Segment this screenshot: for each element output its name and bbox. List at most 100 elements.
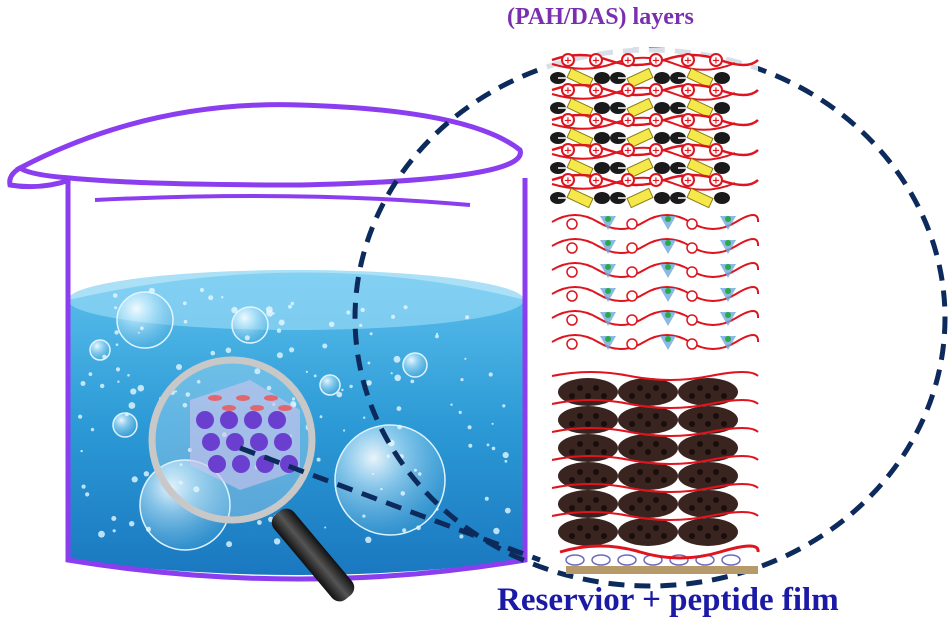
particle-pore xyxy=(585,393,591,399)
small-bubble xyxy=(288,304,292,309)
lens-particle xyxy=(220,411,238,429)
positive-charge xyxy=(566,290,578,302)
particle-pore xyxy=(645,393,651,399)
particle-pore xyxy=(593,469,599,475)
polymer-chain xyxy=(551,371,759,381)
peptide-wedge xyxy=(660,240,676,254)
plus-sign: + xyxy=(624,146,632,157)
pah-das-layers-label: (PAH/DAS) layers xyxy=(507,4,694,30)
particle-pore xyxy=(653,413,659,419)
small-bubble xyxy=(468,443,473,448)
particle-pore xyxy=(601,449,607,455)
particle-pore xyxy=(629,477,635,483)
particle-pore xyxy=(569,393,575,399)
particle-pore xyxy=(713,413,719,419)
peptide-wedge xyxy=(600,264,616,278)
plus-sign: + xyxy=(564,176,572,187)
water-surface xyxy=(68,270,524,330)
small-bubble xyxy=(391,314,396,319)
pah-layer: + + + + + + xyxy=(551,113,759,131)
lens-particle xyxy=(202,433,220,451)
positive-charge xyxy=(626,218,638,230)
reservoir-particle xyxy=(558,406,618,434)
peptide-dot xyxy=(725,336,731,342)
peptide-dot xyxy=(725,288,731,294)
negative-charge xyxy=(714,162,730,174)
particle-pore xyxy=(637,497,643,503)
zoom-connector xyxy=(239,445,541,563)
bubble xyxy=(334,424,446,536)
positive-charge xyxy=(681,113,695,127)
particle-pore xyxy=(661,449,667,455)
small-bubble xyxy=(403,305,408,310)
peptide-dot xyxy=(725,216,731,222)
small-bubble xyxy=(290,301,295,306)
small-bubble xyxy=(435,507,439,511)
das-molecule xyxy=(686,97,714,119)
peptide-dot xyxy=(605,240,611,246)
reservoir-particle xyxy=(678,518,738,546)
small-bubble xyxy=(465,315,470,320)
positive-charge xyxy=(686,218,698,230)
base-charge xyxy=(565,554,585,566)
particle-pore xyxy=(585,449,591,455)
peptide-dot xyxy=(725,264,731,270)
plus-sign: + xyxy=(592,146,600,157)
particle-pore xyxy=(689,533,695,539)
plus-sign: + xyxy=(712,86,720,97)
particle-pore xyxy=(601,477,607,483)
small-bubble xyxy=(114,330,119,335)
small-bubble xyxy=(265,306,273,313)
particle-pore xyxy=(601,505,607,511)
reservoir-particle xyxy=(678,462,738,490)
das-molecule xyxy=(686,67,714,89)
small-bubble xyxy=(413,468,417,472)
plus-sign: + xyxy=(564,86,572,97)
positive-charge xyxy=(709,113,723,127)
small-bubble xyxy=(458,410,462,414)
reservoir-particle xyxy=(618,462,678,490)
reservoir-particle xyxy=(558,462,618,490)
small-bubble xyxy=(400,491,406,496)
positive-charge xyxy=(561,173,575,187)
small-bubble xyxy=(80,381,86,386)
reservoir-particle xyxy=(618,378,678,406)
plus-sign: + xyxy=(564,146,572,157)
particle-pore xyxy=(593,525,599,531)
particle-pore xyxy=(697,469,703,475)
small-bubble xyxy=(102,354,107,359)
small-bubble xyxy=(114,306,118,310)
das-molecule xyxy=(566,97,594,119)
small-bubble xyxy=(390,372,393,375)
polymer-chain xyxy=(551,86,736,101)
small-bubble xyxy=(81,484,86,489)
small-bubble xyxy=(359,323,363,327)
positive-charge xyxy=(626,242,638,254)
positive-charge xyxy=(686,266,698,278)
small-bubble xyxy=(176,364,182,370)
base-layer xyxy=(559,544,760,566)
small-bubble xyxy=(257,520,262,525)
particle-pore xyxy=(689,393,695,399)
das-layer xyxy=(550,127,730,149)
small-bubble xyxy=(127,374,130,377)
lens-particle xyxy=(274,433,292,451)
small-bubble xyxy=(341,388,344,392)
polymer-chain xyxy=(551,116,736,131)
lens-polymer xyxy=(236,395,250,401)
small-bubble xyxy=(336,391,343,398)
particle-pore xyxy=(653,525,659,531)
reservoir-peptide-film-label: Reservior + peptide film xyxy=(497,582,839,618)
positive-charge xyxy=(561,83,575,97)
positive-charge xyxy=(681,173,695,187)
small-bubble xyxy=(112,529,116,533)
particle-pore xyxy=(661,533,667,539)
lens-particle xyxy=(226,433,244,451)
das-molecule xyxy=(566,67,594,89)
positive-charge xyxy=(681,53,695,67)
lens-particle xyxy=(232,455,250,473)
small-bubble xyxy=(365,536,372,543)
small-bubble xyxy=(278,319,285,326)
particle-pore xyxy=(721,421,727,427)
small-bubble xyxy=(78,414,83,419)
